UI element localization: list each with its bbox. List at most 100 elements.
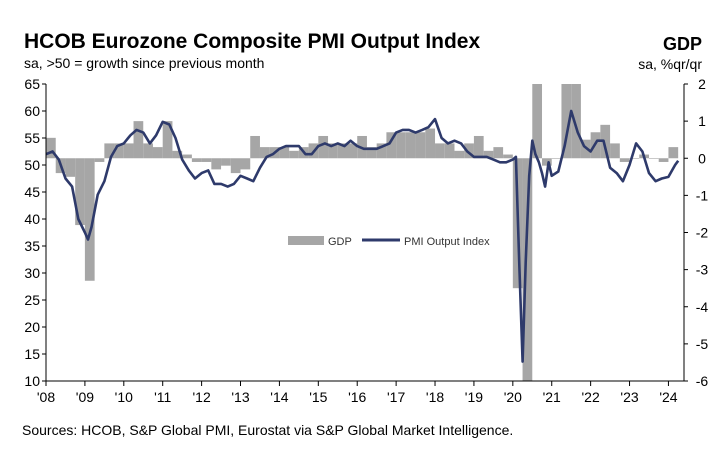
chart-subtitle: sa, >50 = growth since previous month	[24, 55, 265, 71]
left-tick-label: 20	[24, 319, 40, 335]
gdp-bar	[250, 135, 260, 159]
gdp-bar	[425, 128, 436, 159]
gdp-bar	[347, 143, 358, 159]
right-tick-label: -2	[696, 225, 709, 241]
gdp-bar	[658, 158, 669, 162]
gdp-bar	[279, 147, 290, 159]
gdp-bar	[65, 158, 76, 177]
gdp-bar	[152, 147, 163, 159]
gdp-bar	[240, 158, 251, 170]
gdp-bar	[415, 132, 426, 159]
x-tick-label: '22	[582, 389, 600, 405]
gdp-bar	[493, 147, 504, 159]
gdp-bar	[571, 84, 581, 159]
x-tick-label: '18	[426, 389, 444, 405]
left-tick-label: 30	[24, 265, 40, 281]
gdp-bar	[94, 158, 105, 162]
gdp-bar	[143, 143, 153, 159]
right-tick-label: 0	[698, 150, 706, 166]
right-tick-label: -1	[696, 187, 709, 203]
left-tick-label: 60	[24, 103, 40, 119]
gdp-bar	[648, 158, 659, 159]
gdp-bar	[435, 143, 445, 159]
left-tick-label: 10	[24, 373, 40, 389]
gdp-bar	[376, 143, 387, 159]
x-tick-label: '14	[270, 389, 288, 405]
left-tick-label: 45	[24, 184, 40, 200]
right-tick-label: 2	[698, 76, 706, 92]
gdp-bar	[328, 143, 338, 159]
gdp-bar	[133, 121, 144, 159]
gdp-bar	[532, 84, 543, 159]
left-tick-label: 35	[24, 238, 40, 254]
x-tick-label: '17	[387, 389, 405, 405]
gdp-bar	[396, 132, 406, 159]
left-tick-label: 15	[24, 346, 40, 362]
x-tick-label: '21	[543, 389, 561, 405]
right-tick-label: -5	[696, 336, 709, 352]
gdp-bar	[337, 143, 348, 159]
left-tick-label: 50	[24, 157, 40, 173]
gdp-bar	[444, 143, 455, 159]
gdp-bar	[221, 158, 231, 166]
x-tick-label: '08	[37, 389, 55, 405]
right-tick-label: -3	[696, 262, 709, 278]
gdp-bar	[473, 135, 484, 159]
gdp-bar	[84, 158, 95, 281]
gdp-bar	[629, 158, 640, 159]
pmi-output-line	[45, 109, 680, 363]
gdp-bar	[46, 137, 56, 159]
gdp-bar	[75, 158, 85, 226]
x-tick-label: '24	[659, 389, 677, 405]
source-note: Sources: HCOB, S&P Global PMI, Eurostat …	[22, 422, 514, 438]
gdp-bar	[619, 158, 630, 162]
gdp-bar	[668, 147, 679, 159]
gdp-bar	[211, 158, 222, 170]
x-tick-label: '11	[154, 389, 171, 405]
gdp-bar	[318, 135, 329, 159]
left-tick-label: 65	[24, 76, 40, 92]
x-tick-label: '16	[348, 389, 366, 405]
gdp-bar	[386, 132, 397, 159]
gdp-bar	[201, 158, 212, 162]
gdp-bar	[551, 158, 562, 159]
gdp-bar	[366, 147, 377, 159]
legend-gdp-label: GDP	[328, 236, 352, 248]
gdp-bar	[182, 154, 192, 159]
right-axis-title: GDP	[662, 34, 702, 54]
gdp-bar	[542, 158, 552, 166]
x-tick-label: '10	[115, 389, 133, 405]
gdp-bar	[503, 154, 513, 159]
x-tick-label: '13	[231, 389, 249, 405]
x-tick-label: '09	[76, 389, 94, 405]
right-tick-label: -4	[696, 299, 709, 315]
gdp-bar	[483, 150, 494, 159]
x-tick-label: '15	[309, 389, 327, 405]
gdp-bar	[230, 158, 241, 174]
gdp-bar	[610, 143, 620, 159]
gdp-bar	[600, 124, 611, 159]
left-tick-label: 25	[24, 292, 40, 308]
x-tick-label: '12	[192, 389, 210, 405]
gdp-bar	[104, 143, 115, 159]
left-tick-label: 40	[24, 211, 40, 227]
legend-pmi-label: PMI Output Index	[404, 236, 490, 248]
gdp-bar	[522, 158, 533, 381]
legend-gdp-swatch	[288, 236, 324, 245]
right-axis-subtitle: sa, %qr/qr	[638, 56, 702, 72]
gdp-bar	[114, 143, 124, 159]
gdp-bar	[405, 132, 416, 159]
gdp-bar	[454, 150, 465, 159]
gdp-bar	[561, 84, 572, 159]
x-tick-label: '20	[504, 389, 522, 405]
gdp-bar	[172, 150, 183, 159]
x-tick-label: '23	[620, 389, 638, 405]
gdp-bar	[191, 158, 202, 162]
gdp-bar	[123, 143, 134, 159]
x-tick-label: '19	[465, 389, 483, 405]
gdp-bar	[464, 143, 474, 159]
gdp-bar	[162, 121, 173, 159]
chart-title: HCOB Eurozone Composite PMI Output Index	[24, 30, 481, 53]
gdp-bar	[259, 147, 270, 159]
